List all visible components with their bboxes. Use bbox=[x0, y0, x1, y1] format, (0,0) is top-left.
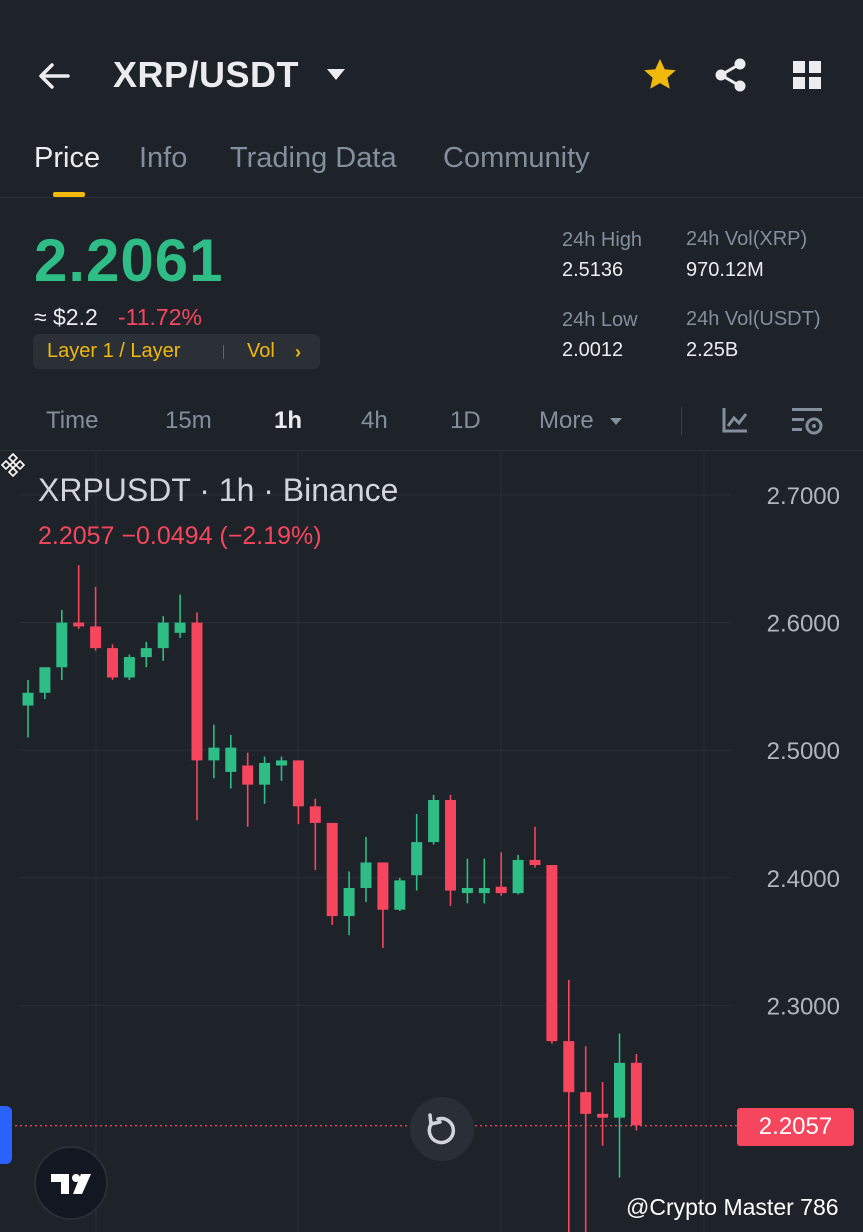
candle-body bbox=[394, 880, 406, 910]
interval-more[interactable]: More bbox=[539, 407, 594, 434]
y-tick-label: 2.5000 bbox=[767, 738, 840, 765]
tab-trading-data[interactable]: Trading Data bbox=[230, 142, 397, 174]
candle-body bbox=[90, 626, 102, 649]
back-arrow-icon[interactable] bbox=[34, 56, 74, 96]
interval-divider bbox=[681, 407, 682, 435]
candle-body bbox=[123, 657, 135, 678]
indicator-chart-icon[interactable] bbox=[720, 405, 750, 435]
share-icon[interactable] bbox=[712, 56, 750, 94]
vol-quote-label: 24h Vol(USDT) bbox=[686, 308, 821, 330]
candle-body bbox=[343, 888, 355, 917]
candle-body bbox=[478, 888, 490, 894]
candle-body bbox=[597, 1113, 609, 1118]
chart-last-change: 2.2057 −0.0494 (−2.19%) bbox=[38, 522, 322, 550]
chevron-right-icon: › bbox=[295, 342, 301, 362]
candle-body bbox=[191, 622, 203, 761]
candle-body bbox=[22, 692, 34, 706]
star-icon[interactable] bbox=[641, 56, 679, 94]
interval-4h[interactable]: 4h bbox=[361, 407, 388, 434]
candle-body bbox=[614, 1062, 625, 1118]
y-tick-label: 2.4000 bbox=[767, 866, 840, 893]
more-caret-icon[interactable] bbox=[609, 417, 623, 426]
candle-body bbox=[360, 862, 372, 889]
candle-body bbox=[563, 1041, 575, 1093]
candle-body bbox=[377, 862, 389, 910]
vol-base-value: 970.12M bbox=[686, 259, 764, 281]
candle-body bbox=[428, 799, 440, 843]
binance-logo-icon bbox=[0, 452, 26, 478]
interval-bar: Time 15m 1h 4h 1D More bbox=[0, 395, 863, 451]
high-label: 24h High bbox=[562, 229, 643, 251]
tab-community[interactable]: Community bbox=[443, 142, 590, 174]
reset-view-button[interactable] bbox=[410, 1097, 474, 1161]
high-value: 2.5136 bbox=[562, 259, 624, 281]
pair-title[interactable]: XRP/USDT bbox=[113, 54, 300, 95]
candle-body bbox=[461, 888, 473, 894]
tab-info[interactable]: Info bbox=[139, 142, 188, 174]
caret-down-icon[interactable] bbox=[325, 66, 347, 82]
candle-body bbox=[107, 648, 118, 678]
candle-body bbox=[326, 822, 338, 917]
category-tag-label: Layer 1 / Layer bbox=[47, 340, 181, 362]
vol-tag-label: Vol bbox=[247, 340, 275, 362]
interval-time[interactable]: Time bbox=[46, 407, 99, 434]
last-price: 2.2061 bbox=[34, 227, 224, 294]
candle-body bbox=[174, 622, 186, 633]
reset-icon bbox=[427, 1113, 456, 1145]
side-panel-handle[interactable] bbox=[0, 1106, 12, 1164]
candle-body bbox=[495, 886, 507, 894]
price-change-percent: -11.72% bbox=[118, 304, 202, 330]
candlestick-chart[interactable]: 2.7000 2.6000 2.5000 2.4000 2.3000 bbox=[0, 452, 863, 1232]
y-tick-label: 2.3000 bbox=[767, 993, 840, 1020]
tradingview-logo[interactable] bbox=[34, 1146, 108, 1220]
tab-bar: Price Info Trading Data Community bbox=[0, 130, 863, 198]
candle-body bbox=[242, 765, 254, 785]
price-chart[interactable]: 2.7000 2.6000 2.5000 2.4000 2.3000 XRPUSDT ·… bbox=[0, 452, 863, 1232]
interval-15m[interactable]: 15m bbox=[165, 407, 212, 434]
candle-body bbox=[630, 1062, 642, 1126]
candle-body bbox=[259, 762, 271, 785]
candle-body bbox=[445, 799, 456, 891]
active-tab-indicator bbox=[53, 192, 85, 197]
low-value: 2.0012 bbox=[562, 339, 624, 361]
candle-body bbox=[56, 622, 68, 668]
candle-body bbox=[225, 747, 237, 772]
chart-title: XRPUSDT · 1h · Binance bbox=[38, 472, 399, 508]
candle-body bbox=[309, 806, 321, 823]
candle-body bbox=[580, 1092, 592, 1114]
candle-body bbox=[292, 760, 304, 807]
candle-body bbox=[39, 667, 51, 693]
last-price-tag: 2.2057 bbox=[737, 1108, 854, 1146]
candle-body bbox=[140, 648, 152, 658]
candle-body bbox=[73, 622, 85, 627]
candle-body bbox=[157, 622, 169, 649]
interval-1d[interactable]: 1D bbox=[450, 407, 481, 434]
grid-icon[interactable] bbox=[790, 58, 824, 92]
fiat-price: ≈ $2.2 bbox=[34, 304, 98, 330]
candle-body bbox=[546, 865, 558, 1042]
tab-price[interactable]: Price bbox=[34, 142, 101, 174]
vol-base-label: 24h Vol(XRP) bbox=[686, 228, 808, 250]
tag-divider bbox=[223, 345, 224, 359]
candle-body bbox=[276, 760, 287, 766]
vol-quote-value: 2.25B bbox=[686, 339, 739, 361]
y-tick-label: 2.7000 bbox=[767, 483, 840, 510]
candle-body bbox=[208, 747, 220, 761]
tradingview-logo-icon bbox=[51, 1174, 91, 1194]
low-label: 24h Low bbox=[562, 309, 638, 331]
candle-body bbox=[411, 842, 423, 876]
top-bar: XRP/USDT bbox=[0, 0, 863, 130]
interval-1h[interactable]: 1h bbox=[274, 407, 303, 434]
candle-body bbox=[529, 859, 541, 866]
chart-settings-icon[interactable] bbox=[790, 405, 824, 437]
y-tick-label: 2.6000 bbox=[767, 611, 840, 638]
watermark-text: @Crypto Master 786 bbox=[626, 1194, 839, 1220]
category-tag[interactable]: Layer 1 / Layer Vol › bbox=[33, 334, 320, 369]
candle-body bbox=[512, 859, 524, 894]
